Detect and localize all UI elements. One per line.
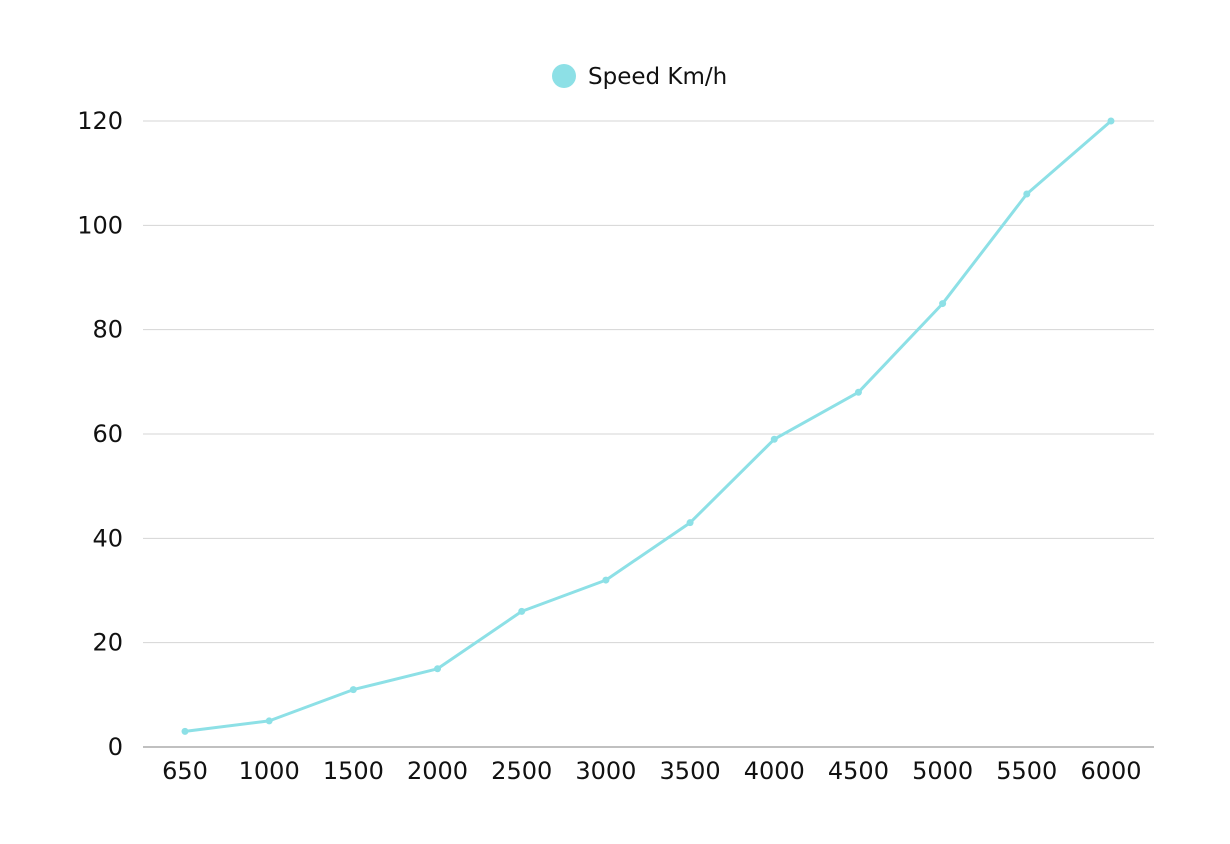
x-tick-label: 1500 [323,757,384,785]
legend-swatch-icon [552,64,576,88]
series-speed [181,117,1115,735]
data-point [265,717,273,725]
data-point [939,300,947,308]
data-point [770,435,778,443]
x-tick-label: 4500 [828,757,889,785]
data-point [1023,190,1031,198]
y-tick-label: 40 [92,524,123,552]
data-point [1107,117,1115,125]
x-tick-label: 5000 [912,757,973,785]
y-tick-label: 60 [92,420,123,448]
legend-label: Speed Km/h [588,64,727,90]
data-point [181,727,189,735]
y-tick-label: 20 [92,629,123,657]
data-point [602,576,610,584]
x-tick-label: 1000 [239,757,300,785]
x-tick-label: 3000 [575,757,636,785]
x-tick-label: 2500 [491,757,552,785]
y-tick-label: 80 [92,316,123,344]
x-tick-label: 5500 [996,757,1057,785]
x-tick-label: 2000 [407,757,468,785]
legend: Speed Km/h [552,64,727,90]
data-point [854,388,862,396]
data-point [434,665,442,673]
x-tick-label: 3500 [660,757,721,785]
data-point [686,519,694,527]
y-tick-label: 100 [77,211,123,239]
series-line-speed [183,119,1113,733]
x-tick-label: 4000 [744,757,805,785]
y-axis-tick-labels: 0 20 40 60 80 100 120 [77,107,123,761]
x-tick-label: 6000 [1080,757,1141,785]
data-point [518,607,526,615]
x-tick-label: 650 [162,757,208,785]
data-point [349,686,357,694]
y-tick-label: 120 [77,107,123,135]
y-gridlines [143,120,1154,644]
x-axis-tick-labels: 650 1000 1500 2000 2500 3000 3500 4000 4500 5000 5… [162,757,1141,785]
y-tick-label: 0 [108,733,123,761]
